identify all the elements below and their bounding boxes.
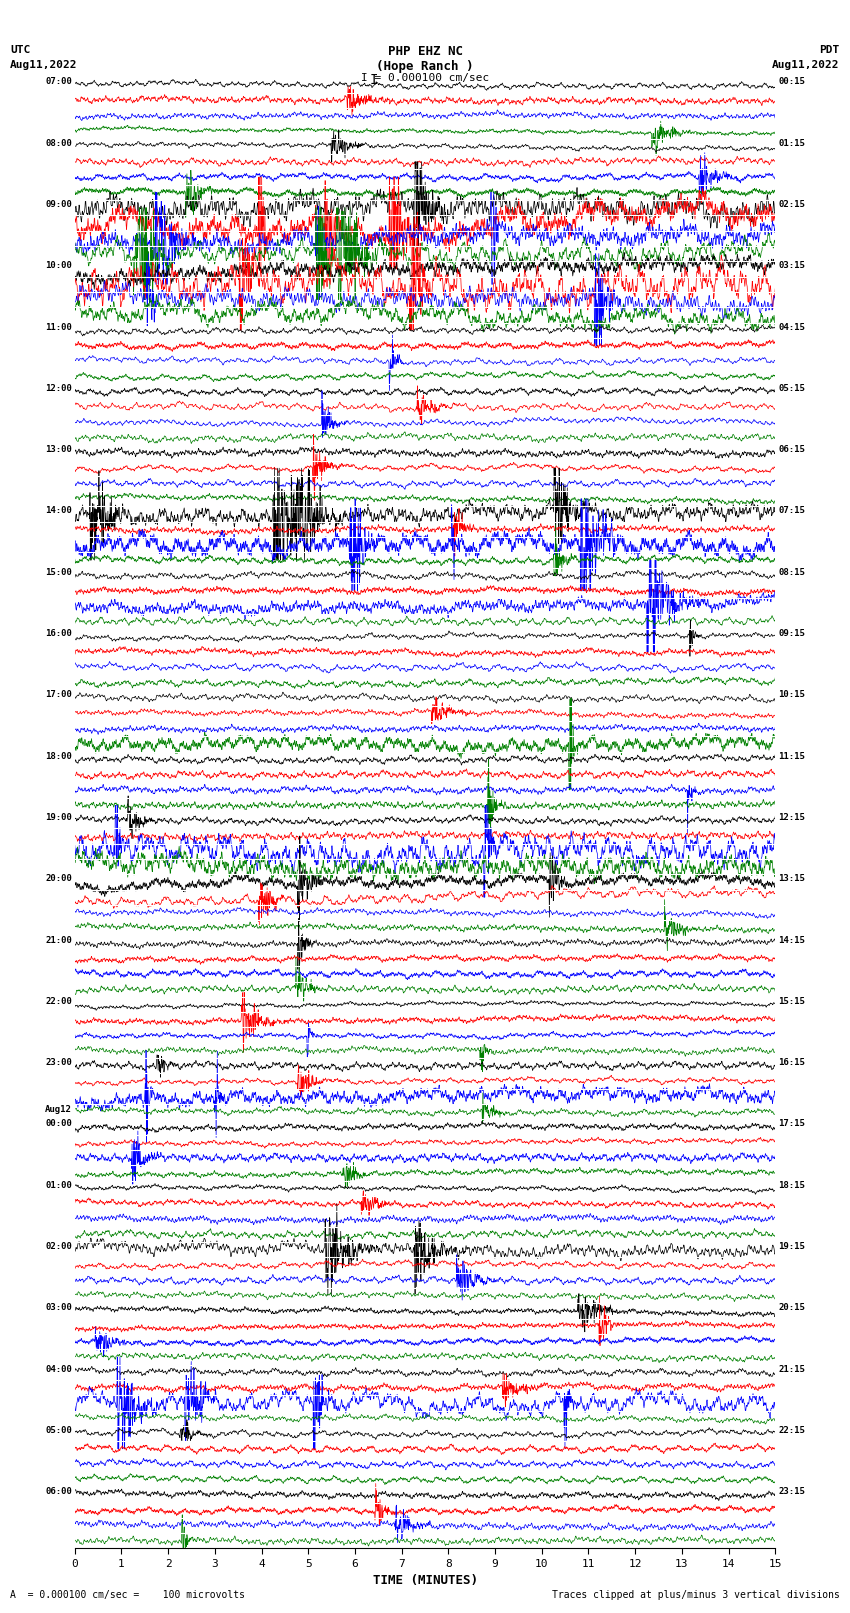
Text: 07:15: 07:15 bbox=[778, 506, 805, 516]
Text: 23:15: 23:15 bbox=[778, 1487, 805, 1497]
Text: 23:00: 23:00 bbox=[45, 1058, 72, 1068]
Text: 07:00: 07:00 bbox=[45, 77, 72, 87]
Text: Traces clipped at plus/minus 3 vertical divisions: Traces clipped at plus/minus 3 vertical … bbox=[552, 1590, 840, 1600]
Text: 05:00: 05:00 bbox=[45, 1426, 72, 1436]
Text: 00:00: 00:00 bbox=[45, 1119, 72, 1129]
Text: 15:00: 15:00 bbox=[45, 568, 72, 577]
Text: 21:15: 21:15 bbox=[778, 1365, 805, 1374]
Text: 06:15: 06:15 bbox=[778, 445, 805, 455]
Text: I = 0.000100 cm/sec: I = 0.000100 cm/sec bbox=[361, 73, 489, 82]
Text: 05:15: 05:15 bbox=[778, 384, 805, 394]
Text: I: I bbox=[370, 73, 378, 87]
Text: 10:15: 10:15 bbox=[778, 690, 805, 700]
Text: 13:15: 13:15 bbox=[778, 874, 805, 884]
Text: 18:00: 18:00 bbox=[45, 752, 72, 761]
Text: 03:15: 03:15 bbox=[778, 261, 805, 271]
Text: 19:00: 19:00 bbox=[45, 813, 72, 823]
Text: 11:00: 11:00 bbox=[45, 323, 72, 332]
Text: Aug12: Aug12 bbox=[45, 1105, 72, 1113]
Text: 09:15: 09:15 bbox=[778, 629, 805, 639]
Text: 08:15: 08:15 bbox=[778, 568, 805, 577]
Text: 10:00: 10:00 bbox=[45, 261, 72, 271]
Text: 22:00: 22:00 bbox=[45, 997, 72, 1007]
Text: PHP EHZ NC: PHP EHZ NC bbox=[388, 45, 462, 58]
Text: 06:00: 06:00 bbox=[45, 1487, 72, 1497]
Text: 04:15: 04:15 bbox=[778, 323, 805, 332]
Text: 13:00: 13:00 bbox=[45, 445, 72, 455]
Text: 01:00: 01:00 bbox=[45, 1181, 72, 1190]
Text: 14:00: 14:00 bbox=[45, 506, 72, 516]
Text: 15:15: 15:15 bbox=[778, 997, 805, 1007]
Text: 16:15: 16:15 bbox=[778, 1058, 805, 1068]
Text: 03:00: 03:00 bbox=[45, 1303, 72, 1313]
Text: (Hope Ranch ): (Hope Ranch ) bbox=[377, 60, 473, 73]
Text: 09:00: 09:00 bbox=[45, 200, 72, 210]
Text: A  = 0.000100 cm/sec =    100 microvolts: A = 0.000100 cm/sec = 100 microvolts bbox=[10, 1590, 245, 1600]
Text: 20:15: 20:15 bbox=[778, 1303, 805, 1313]
Text: 14:15: 14:15 bbox=[778, 936, 805, 945]
Text: 20:00: 20:00 bbox=[45, 874, 72, 884]
Text: 02:15: 02:15 bbox=[778, 200, 805, 210]
Text: 11:15: 11:15 bbox=[778, 752, 805, 761]
Text: Aug11,2022: Aug11,2022 bbox=[10, 60, 77, 69]
Text: 12:00: 12:00 bbox=[45, 384, 72, 394]
Text: UTC: UTC bbox=[10, 45, 31, 55]
Text: 18:15: 18:15 bbox=[778, 1181, 805, 1190]
Text: 17:00: 17:00 bbox=[45, 690, 72, 700]
Text: 19:15: 19:15 bbox=[778, 1242, 805, 1252]
Text: 00:15: 00:15 bbox=[778, 77, 805, 87]
Text: 22:15: 22:15 bbox=[778, 1426, 805, 1436]
Text: 16:00: 16:00 bbox=[45, 629, 72, 639]
Text: 17:15: 17:15 bbox=[778, 1119, 805, 1129]
Text: 04:00: 04:00 bbox=[45, 1365, 72, 1374]
Text: Aug11,2022: Aug11,2022 bbox=[773, 60, 840, 69]
Text: 02:00: 02:00 bbox=[45, 1242, 72, 1252]
Text: 01:15: 01:15 bbox=[778, 139, 805, 148]
Text: 08:00: 08:00 bbox=[45, 139, 72, 148]
X-axis label: TIME (MINUTES): TIME (MINUTES) bbox=[372, 1574, 478, 1587]
Text: 21:00: 21:00 bbox=[45, 936, 72, 945]
Text: PDT: PDT bbox=[819, 45, 840, 55]
Text: 12:15: 12:15 bbox=[778, 813, 805, 823]
